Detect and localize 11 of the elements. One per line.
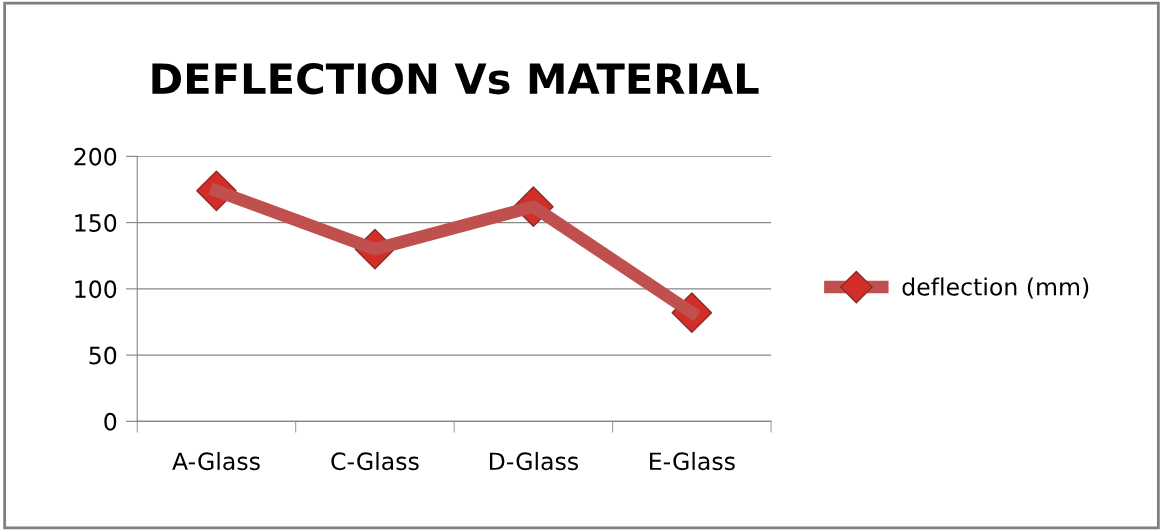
legend-label: deflection (mm) bbox=[902, 277, 1089, 299]
x-tick-label: E-Glass bbox=[650, 451, 735, 471]
y-tick-label: 50 bbox=[89, 346, 117, 365]
y-tick-label: 0 bbox=[104, 412, 117, 431]
y-tick-label: 100 bbox=[75, 280, 117, 299]
chart-title: DEFLECTION Vs MATERIAL bbox=[152, 62, 759, 95]
x-tick-label: A-Glass bbox=[172, 451, 260, 471]
y-tick-label: 150 bbox=[75, 214, 117, 232]
x-tick-label: C-Glass bbox=[331, 451, 419, 471]
x-tick-label: D-Glass bbox=[489, 451, 578, 471]
y-tick-label: 200 bbox=[74, 147, 117, 166]
